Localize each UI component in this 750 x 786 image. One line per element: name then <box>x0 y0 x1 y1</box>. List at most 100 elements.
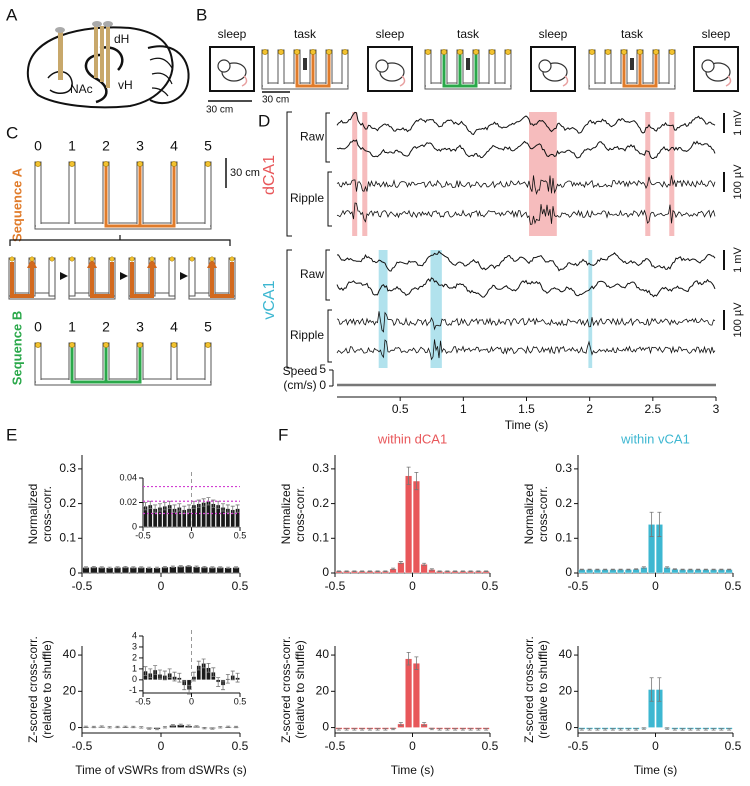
reward-well <box>69 342 75 348</box>
error-bar <box>453 728 458 731</box>
error-bar <box>414 656 419 670</box>
error-bar <box>147 727 152 730</box>
electrode-cap <box>92 21 102 27</box>
arrow-head <box>27 258 37 268</box>
maze-path <box>210 262 234 298</box>
reward-well <box>169 256 175 262</box>
y-axis-label: cross-corr. <box>536 486 550 542</box>
electrode <box>94 26 98 78</box>
x-tick-label: 1.5 <box>518 402 535 416</box>
error-bar <box>211 667 216 677</box>
y-tick-label: 2 <box>132 652 137 662</box>
error-bar <box>157 669 162 680</box>
rat-tail <box>562 75 569 87</box>
error-bar <box>155 727 160 731</box>
trace <box>336 175 716 195</box>
error-bar <box>162 726 167 729</box>
maze-arm <box>488 49 496 87</box>
error-bar <box>336 728 341 731</box>
bracket <box>327 171 332 227</box>
y-tick-label: 0 <box>565 720 572 734</box>
error-bar <box>367 570 372 573</box>
speed-label: Speed <box>283 364 318 378</box>
reward-well <box>262 49 268 55</box>
error-bar <box>383 728 388 731</box>
x-tick-label: 0.5 <box>234 530 247 540</box>
error-bar <box>665 727 670 730</box>
error-bar <box>680 568 685 571</box>
event-highlight <box>430 250 442 368</box>
error-bar <box>484 728 489 731</box>
x-tick-label: -0.5 <box>72 739 93 753</box>
error-bar <box>468 570 473 573</box>
x-axis-label: Time (s) <box>391 763 435 777</box>
error-bar <box>226 566 231 569</box>
x-tick-label: 0.5 <box>392 402 409 416</box>
maze-arm <box>588 49 596 87</box>
error-bar <box>603 568 608 571</box>
error-bar <box>711 728 716 731</box>
x-axis-label: Time (s) <box>634 763 678 777</box>
y-tick-label: 0.02 <box>119 497 137 507</box>
error-bar <box>657 677 662 702</box>
error-bar <box>406 651 411 666</box>
rat-head <box>375 59 389 73</box>
arrow-head <box>147 258 157 268</box>
error-bar <box>618 728 623 731</box>
arm-label: 2 <box>102 138 110 154</box>
error-bar <box>194 565 199 568</box>
x-tick-label: 2 <box>586 402 593 416</box>
reward-well <box>294 49 300 55</box>
y-tick-label: 0.04 <box>119 472 137 482</box>
error-bar <box>727 568 732 571</box>
trace <box>336 277 716 298</box>
bracket <box>325 249 330 301</box>
x-tick-label: 1 <box>460 402 467 416</box>
bar <box>397 562 405 574</box>
cerebellum <box>147 45 190 105</box>
error-bar <box>83 725 88 728</box>
error-bar <box>476 728 481 731</box>
x-tick-label: -0.5 <box>72 579 93 593</box>
error-bar <box>201 498 206 507</box>
error-bar <box>649 677 654 702</box>
y-tick-label: -1 <box>129 685 137 695</box>
reward-well <box>89 256 95 262</box>
maze-arm <box>188 257 196 297</box>
y-tick-label: 0 <box>69 565 76 579</box>
reward-well <box>69 161 75 167</box>
maze-arm <box>68 161 76 227</box>
error-bar <box>688 568 693 571</box>
error-bar <box>187 504 192 513</box>
x-tick-label: -0.5 <box>325 579 346 593</box>
y-tick-label: 20 <box>316 683 330 697</box>
bar <box>405 658 413 728</box>
error-bar <box>107 566 112 569</box>
region-label: vH <box>118 78 133 92</box>
error-bar <box>167 668 172 679</box>
error-bar <box>429 727 434 731</box>
y-tick-label: 0 <box>132 674 137 684</box>
error-bar <box>344 728 349 731</box>
bracket <box>9 235 231 246</box>
nac-region <box>47 70 73 95</box>
y-tick-label: 0.2 <box>555 496 572 510</box>
reward-well <box>103 342 109 348</box>
error-bar <box>375 728 380 731</box>
error-bar <box>360 570 365 573</box>
error-bar <box>143 666 148 676</box>
error-bar <box>196 660 201 671</box>
trace <box>336 111 716 136</box>
error-bar <box>344 570 349 573</box>
scale-label: 30 cm <box>230 167 260 179</box>
bar <box>412 480 420 574</box>
error-bar <box>178 723 183 726</box>
stage-label: sleep <box>376 27 405 41</box>
stage-label: sleep <box>702 27 731 41</box>
arrow-head <box>87 258 97 268</box>
maze-path <box>10 262 34 298</box>
error-bar <box>657 511 662 537</box>
y-tick-label: 5 <box>319 362 326 376</box>
x-tick-label: 0 <box>409 579 416 593</box>
error-bar <box>162 670 167 681</box>
